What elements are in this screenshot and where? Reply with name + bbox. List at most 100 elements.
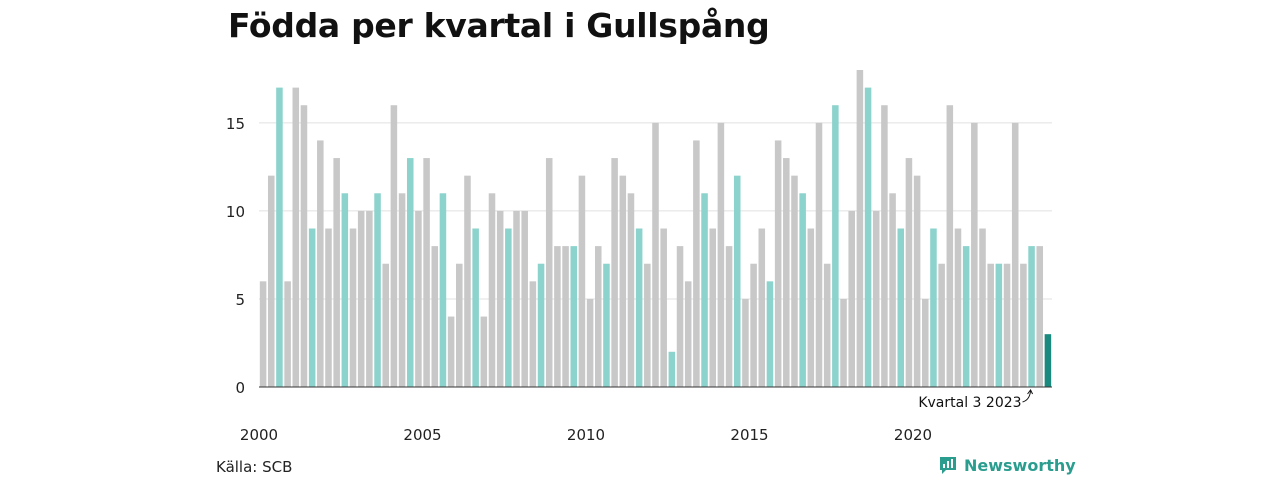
bar xyxy=(619,175,627,387)
y-tick-label: 5 xyxy=(235,291,245,309)
newsworthy-logo-icon xyxy=(940,457,956,474)
brand[interactable]: Newsworthy xyxy=(938,455,1076,475)
axes: 0 5 10 15 2000 2005 2010 2015 2020 xyxy=(226,115,1052,444)
bar xyxy=(840,298,847,387)
bar xyxy=(823,263,831,387)
bar xyxy=(954,228,962,387)
x-tick-label: 2015 xyxy=(730,426,768,444)
bar xyxy=(913,175,921,387)
bar xyxy=(693,140,700,387)
bar xyxy=(946,105,954,387)
x-tick-label: 2010 xyxy=(567,426,605,444)
bar xyxy=(1028,246,1035,387)
bar xyxy=(1011,122,1019,387)
bar xyxy=(783,158,790,387)
bar xyxy=(374,193,381,387)
bar xyxy=(349,228,357,387)
bar xyxy=(668,351,676,387)
bar xyxy=(733,175,741,387)
bar xyxy=(521,210,528,387)
bar xyxy=(562,246,569,387)
bar xyxy=(415,210,422,387)
bar xyxy=(611,158,618,387)
bar xyxy=(987,263,994,387)
bar xyxy=(832,105,839,387)
chart-title: Födda per kvartal i Gullspång xyxy=(228,6,770,45)
bar xyxy=(930,228,937,387)
bar xyxy=(652,122,659,387)
bar xyxy=(292,87,300,388)
bar xyxy=(603,263,610,387)
bar xyxy=(570,246,578,387)
annotation-arrow xyxy=(1022,390,1032,403)
bar xyxy=(439,193,447,387)
bar xyxy=(472,228,479,387)
bar xyxy=(627,193,635,387)
annotation-label: Kvartal 3 2023 xyxy=(918,395,1021,411)
bar xyxy=(529,281,537,387)
x-tick-label: 2020 xyxy=(894,426,932,444)
bar xyxy=(456,263,463,387)
bar xyxy=(488,193,496,387)
bar xyxy=(766,281,774,387)
bar xyxy=(676,246,684,387)
bar xyxy=(774,140,782,387)
x-tick-label: 2000 xyxy=(240,426,278,444)
bar xyxy=(905,158,913,387)
bar xyxy=(537,263,545,387)
bar xyxy=(406,158,414,387)
bar xyxy=(938,263,945,387)
bar xyxy=(1044,334,1052,387)
bar xyxy=(366,210,373,387)
bar xyxy=(382,263,389,387)
bar xyxy=(496,210,504,387)
bar xyxy=(259,281,267,387)
bar xyxy=(979,228,986,387)
bar xyxy=(325,228,332,387)
y-tick-label: 10 xyxy=(226,203,245,221)
bar xyxy=(684,281,692,387)
bar xyxy=(791,175,798,387)
annotation: Kvartal 3 2023 xyxy=(918,389,1034,411)
bar xyxy=(872,210,880,387)
annotation-arrowhead xyxy=(1027,389,1034,395)
bar xyxy=(586,298,594,387)
bar xyxy=(799,193,806,387)
bar xyxy=(815,122,823,387)
brand-name: Newsworthy xyxy=(964,455,1076,475)
bar xyxy=(922,298,929,387)
bar xyxy=(742,298,749,387)
bar xyxy=(308,228,316,387)
y-tick-label: 0 xyxy=(235,379,245,397)
bar xyxy=(807,228,815,387)
bar xyxy=(545,158,553,387)
bar xyxy=(856,70,864,387)
bar xyxy=(881,105,888,387)
source-label: Källa: SCB xyxy=(216,458,293,476)
bar xyxy=(750,263,757,387)
bar xyxy=(341,193,349,387)
bar xyxy=(701,193,708,387)
bar xyxy=(447,316,455,387)
y-tick-label: 15 xyxy=(226,115,245,133)
bar xyxy=(758,228,766,387)
bar xyxy=(1036,246,1044,387)
bar xyxy=(513,210,520,387)
bar xyxy=(864,87,872,388)
bar xyxy=(276,87,283,388)
bars xyxy=(259,70,1052,388)
bar xyxy=(971,122,978,387)
bar xyxy=(1020,263,1027,387)
bar xyxy=(848,210,855,387)
bar xyxy=(267,175,275,387)
bar xyxy=(717,122,725,387)
bar xyxy=(725,246,733,387)
bar xyxy=(300,105,308,387)
bar xyxy=(595,246,602,387)
bar xyxy=(317,140,324,387)
bar xyxy=(962,246,970,387)
bar xyxy=(1003,263,1011,387)
bar xyxy=(660,228,667,387)
x-tick-label: 2005 xyxy=(403,426,441,444)
